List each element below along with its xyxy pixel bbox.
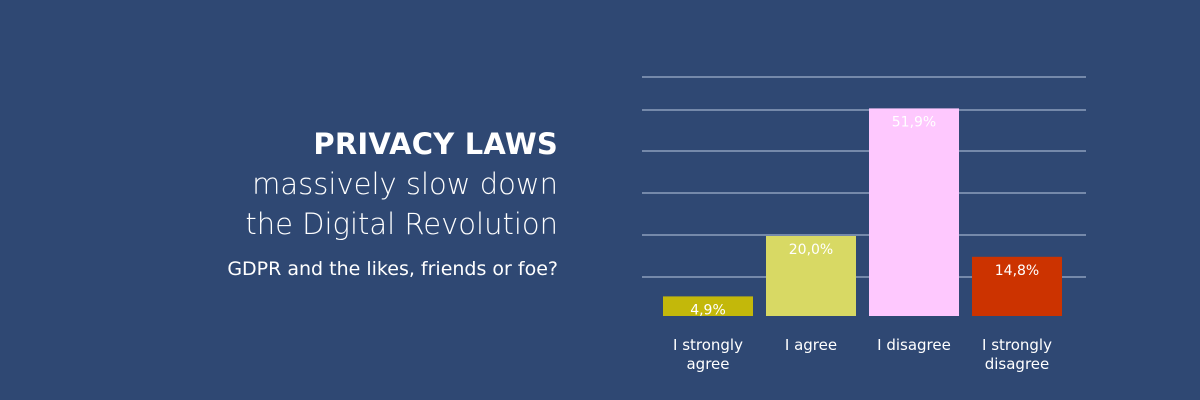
category-label: agree: [686, 355, 729, 373]
headline-line-1: massively slow down: [252, 167, 558, 201]
bar: [869, 108, 959, 317]
bar-value-label: 14,8%: [995, 263, 1039, 279]
category-label: I agree: [785, 336, 837, 354]
bar: [972, 256, 1062, 316]
category-label: I strongly: [982, 336, 1052, 354]
category-label: I strongly: [673, 336, 743, 354]
category-label: I disagree: [877, 336, 951, 354]
bar: [766, 236, 856, 316]
bar-value-label: 20,0%: [789, 242, 833, 258]
headline-line-2: the Digital Revolution: [245, 207, 558, 241]
category-label: disagree: [985, 355, 1050, 373]
bar: [663, 296, 753, 316]
headline-caption: GDPR and the likes, friends or foe?: [227, 258, 558, 280]
bar-value-label: 4,9%: [690, 302, 726, 318]
headline-title: PRIVACY LAWS: [313, 127, 558, 161]
headline-block: PRIVACY LAWS massively slow down the Dig…: [38, 124, 558, 284]
bar-value-label: 51,9%: [892, 114, 936, 130]
